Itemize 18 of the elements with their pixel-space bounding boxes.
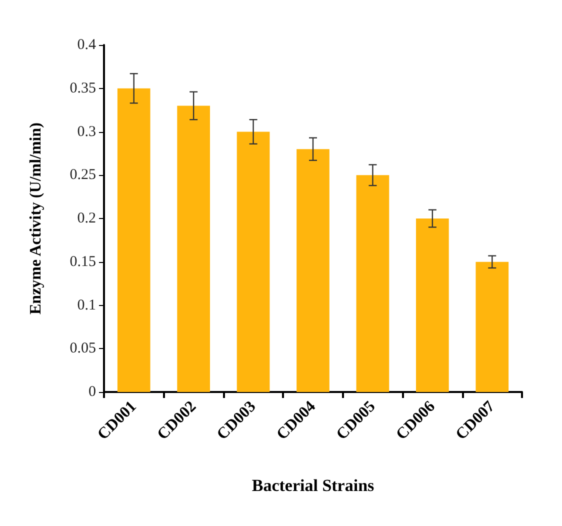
y-tick-label: 0.1 (77, 297, 96, 314)
y-tick-label: 0.25 (70, 167, 96, 184)
bar (177, 106, 210, 392)
y-tick-label: 0.35 (70, 80, 96, 96)
bar (236, 132, 270, 392)
y-tick-label: 0.2 (77, 210, 96, 226)
bar (356, 175, 390, 392)
x-axis-title: Bacterial Strains (252, 476, 375, 495)
bar (117, 88, 150, 392)
bar (476, 262, 509, 392)
y-tick-label: 0.15 (70, 254, 96, 270)
y-tick-label: 0.05 (70, 340, 96, 357)
bar (296, 149, 330, 392)
y-axis-title: Enzyme Activity (U/ml/min) (28, 122, 44, 314)
y-tick-label: 0 (88, 384, 96, 400)
y-tick-label: 0.4 (77, 37, 96, 53)
bar (416, 218, 449, 392)
y-tick-label: 0.3 (77, 124, 96, 140)
